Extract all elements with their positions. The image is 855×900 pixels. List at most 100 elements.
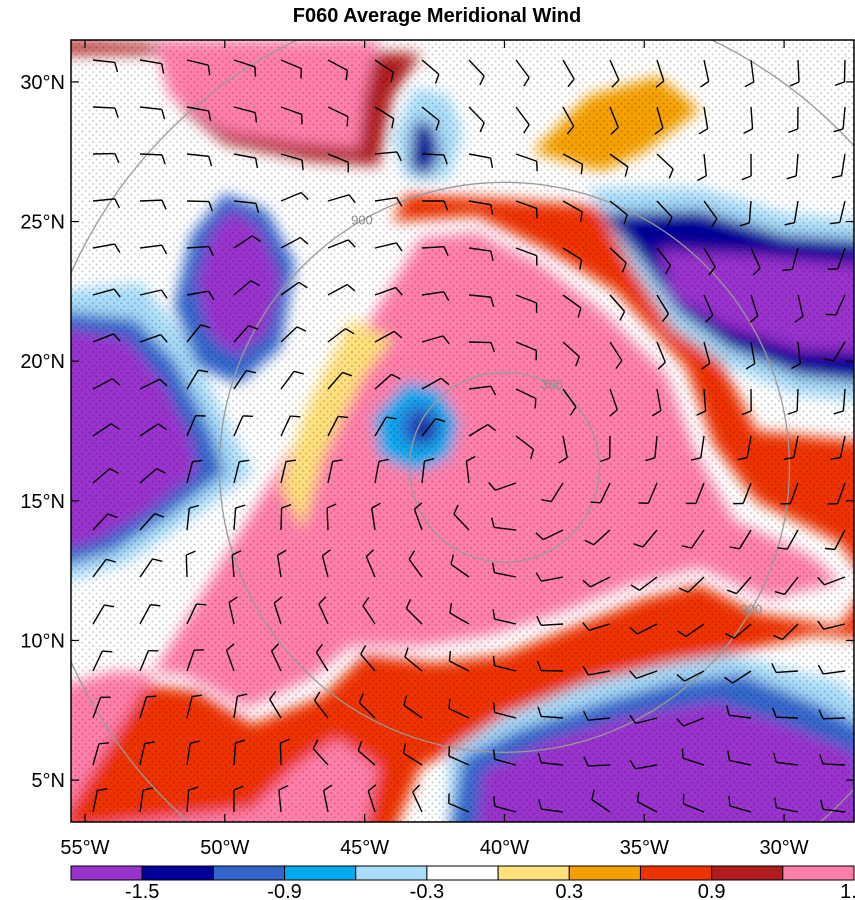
wind-barb bbox=[633, 529, 658, 548]
wind-barb bbox=[676, 717, 705, 727]
range-ring bbox=[218, 181, 791, 753]
wind-barb bbox=[741, 153, 752, 181]
wind-barb bbox=[490, 517, 517, 531]
wind-barb bbox=[279, 738, 290, 766]
wind-barb bbox=[405, 599, 423, 625]
wind-barb bbox=[538, 799, 564, 813]
wind-barb bbox=[358, 693, 376, 719]
wind-barb bbox=[784, 200, 799, 226]
wind-barb bbox=[421, 457, 435, 484]
wind-barb bbox=[655, 59, 665, 88]
wind-barb bbox=[92, 378, 121, 390]
wind-barb bbox=[186, 106, 212, 121]
y-tick-label: 20°N bbox=[20, 351, 65, 373]
wind-barb bbox=[280, 191, 309, 202]
wind-barb bbox=[421, 200, 449, 211]
wind-barb bbox=[186, 649, 205, 672]
wind-barb bbox=[582, 710, 611, 721]
wind-barb bbox=[139, 787, 154, 813]
wind-barb bbox=[794, 294, 804, 323]
colorbar-label: 0.9 bbox=[698, 881, 726, 900]
wind-barb bbox=[726, 576, 752, 595]
wind-barb bbox=[827, 482, 846, 505]
colorbar-swatch bbox=[141, 865, 214, 881]
wind-barb bbox=[92, 106, 119, 118]
wind-barb bbox=[280, 370, 304, 390]
wind-barb bbox=[833, 388, 846, 415]
wind-barb bbox=[703, 247, 716, 276]
wind-barb bbox=[831, 153, 846, 179]
wind-barb bbox=[327, 415, 349, 437]
wind-barb bbox=[537, 706, 564, 719]
wind-barb bbox=[609, 388, 618, 417]
wind-barb bbox=[727, 750, 752, 766]
wind-barb bbox=[583, 756, 611, 767]
wind-barb bbox=[449, 603, 470, 625]
wind-barb bbox=[92, 152, 120, 164]
wind-barb bbox=[787, 388, 799, 415]
wind-barb bbox=[374, 330, 403, 343]
x-tick-label: 55°W bbox=[60, 837, 109, 859]
wind-barb bbox=[403, 695, 423, 719]
wind-barb bbox=[421, 377, 450, 390]
wind-barb bbox=[233, 504, 246, 531]
wind-barb bbox=[468, 385, 497, 396]
x-tick-label: 40°W bbox=[480, 837, 529, 859]
wind-barb bbox=[535, 572, 564, 582]
wind-barb bbox=[609, 200, 628, 225]
wind-barb bbox=[788, 106, 799, 134]
wind-barb bbox=[562, 294, 582, 318]
wind-barb bbox=[225, 643, 235, 672]
wind-barb bbox=[468, 200, 494, 215]
wind-barb bbox=[824, 529, 846, 551]
wind-barb bbox=[515, 388, 537, 409]
wind-barb bbox=[326, 503, 337, 531]
wind-barb bbox=[92, 513, 118, 531]
wind-barb bbox=[728, 795, 752, 813]
wind-barb bbox=[725, 623, 752, 639]
wind-barb bbox=[791, 341, 801, 370]
wind-barb bbox=[771, 663, 799, 674]
wind-barb bbox=[677, 623, 705, 638]
wind-barb bbox=[562, 388, 577, 416]
x-tick-label: 30°W bbox=[760, 837, 809, 859]
wind-barb bbox=[609, 59, 620, 88]
wind-barb bbox=[280, 106, 303, 125]
wind-barb bbox=[656, 294, 670, 323]
wind-barb bbox=[834, 59, 846, 87]
wind-barb bbox=[139, 603, 161, 625]
wind-barb bbox=[515, 106, 530, 134]
wind-barb bbox=[404, 647, 423, 672]
wind-barb bbox=[374, 196, 403, 207]
wind-barb bbox=[651, 388, 662, 417]
wind-barb bbox=[421, 245, 449, 257]
wind-barb bbox=[374, 286, 403, 296]
colorbar-label: -1.5 bbox=[125, 881, 159, 900]
wind-barb bbox=[745, 341, 756, 370]
wind-barb bbox=[139, 423, 167, 437]
wind-barb bbox=[327, 328, 355, 343]
wind-barb bbox=[233, 785, 244, 813]
wind-barb bbox=[609, 247, 627, 273]
colorbar-swatch bbox=[711, 865, 784, 881]
wind-barb bbox=[374, 458, 389, 484]
wind-barb bbox=[374, 416, 397, 437]
wind-barb bbox=[468, 247, 494, 261]
wind-barb bbox=[703, 294, 714, 323]
y-tick-label: 10°N bbox=[20, 630, 65, 652]
wind-barb bbox=[743, 106, 754, 134]
wind-barb bbox=[421, 59, 440, 84]
wind-barb bbox=[645, 435, 658, 462]
wind-barb bbox=[562, 247, 583, 270]
wind-barb bbox=[783, 435, 799, 461]
wind-barb bbox=[92, 59, 119, 73]
wind-barb bbox=[537, 752, 564, 766]
wind-barb bbox=[327, 283, 356, 296]
wind-barb bbox=[468, 423, 497, 437]
wind-barb bbox=[774, 576, 799, 596]
wind-barb bbox=[92, 333, 121, 343]
colorbar-swatch bbox=[284, 865, 357, 881]
wind-barb bbox=[682, 793, 705, 813]
wind-barb bbox=[273, 596, 283, 625]
wind-barb bbox=[280, 281, 308, 296]
